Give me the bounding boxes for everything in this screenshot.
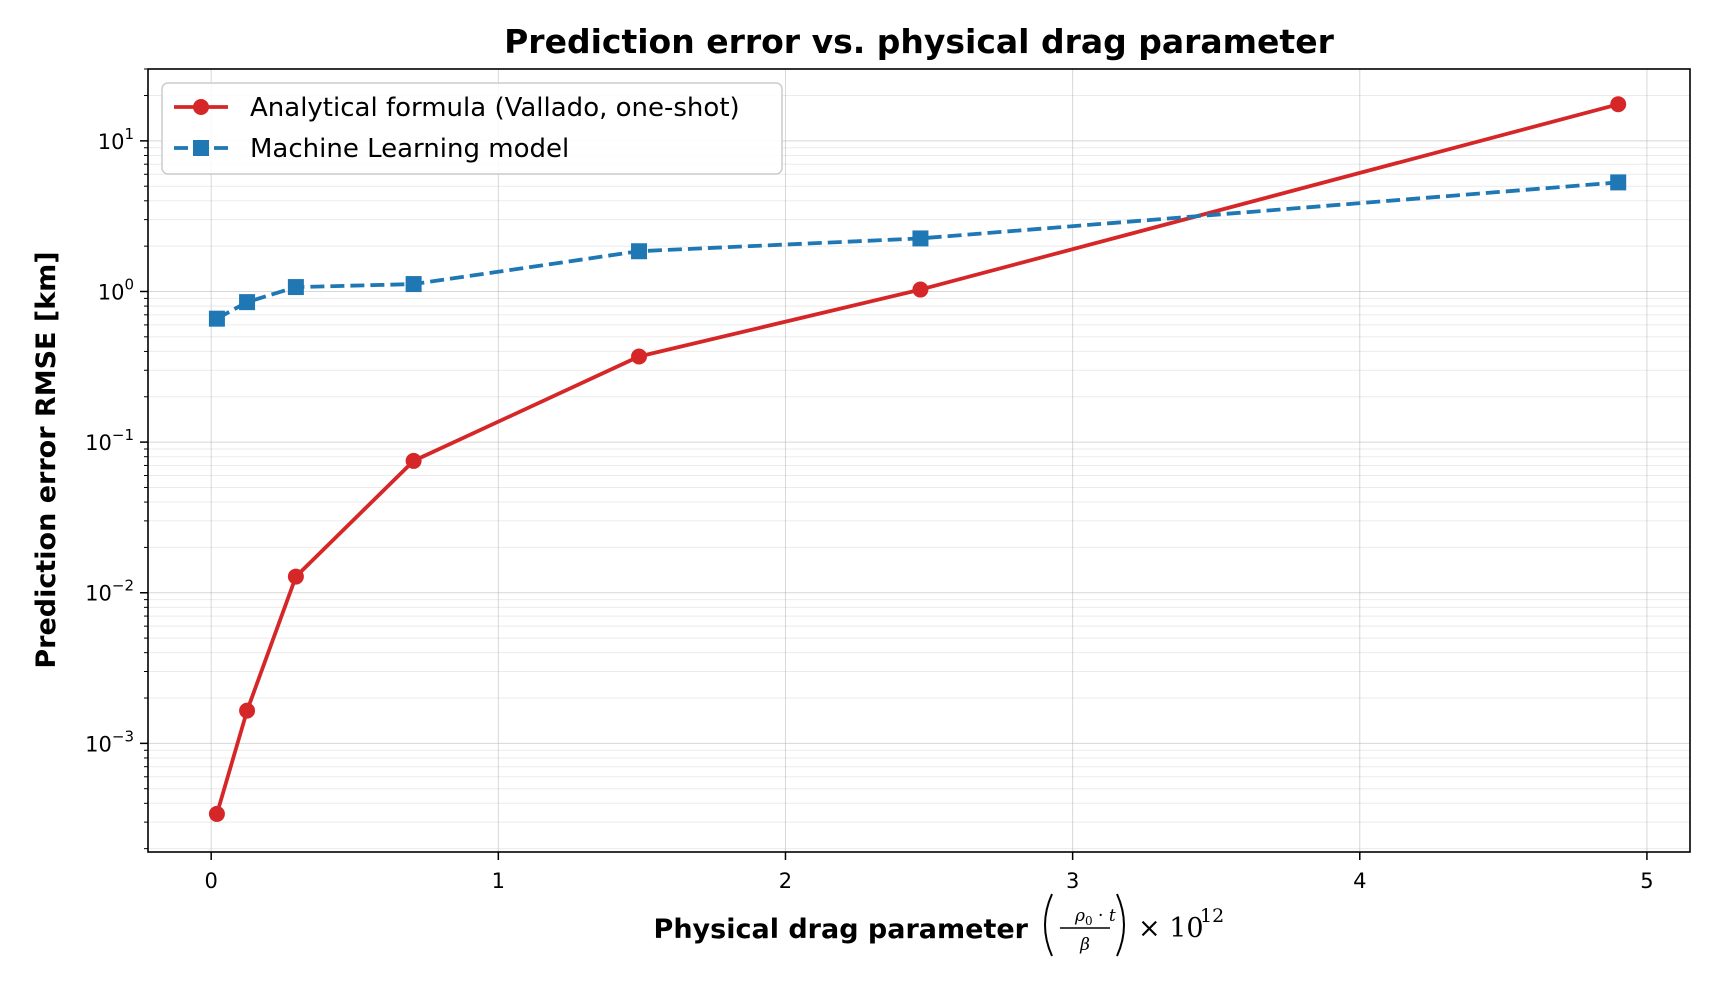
y-tick-label: 10−2 bbox=[85, 577, 134, 606]
legend-item-analytical: Analytical formula (Vallado, one-shot) bbox=[174, 93, 740, 123]
plot-frame bbox=[147, 68, 1691, 853]
legend-marker-circle bbox=[193, 99, 209, 115]
y-tick-label: 100 bbox=[98, 275, 134, 304]
chart-title: Prediction error vs. physical drag param… bbox=[504, 22, 1334, 61]
series-layer bbox=[208, 96, 1627, 822]
svg-text:ρ0 · t: ρ0 · t bbox=[1074, 906, 1116, 928]
svg-text:β: β bbox=[1079, 935, 1090, 955]
y-tick-label: 10−1 bbox=[85, 426, 134, 455]
data-point bbox=[912, 281, 929, 298]
legend-label-ml: Machine Learning model bbox=[250, 134, 569, 164]
legend: Analytical formula (Vallado, one-shot) M… bbox=[161, 82, 783, 175]
series-0 bbox=[208, 96, 1627, 822]
data-point bbox=[631, 348, 648, 365]
legend-item-ml: Machine Learning model bbox=[174, 134, 569, 164]
grid bbox=[148, 68, 1690, 852]
y-axis-label: Prediction error RMSE [km] bbox=[31, 251, 62, 668]
data-point bbox=[208, 805, 225, 822]
x-tick-label: 3 bbox=[1066, 869, 1079, 893]
data-point bbox=[239, 702, 256, 719]
data-point bbox=[912, 230, 929, 247]
svg-text:12: 12 bbox=[1200, 905, 1224, 927]
data-point bbox=[239, 294, 256, 311]
y-tick-label: 10−3 bbox=[85, 727, 134, 756]
data-point bbox=[287, 279, 304, 296]
data-point bbox=[631, 243, 648, 260]
x-axis-label-group: Physical drag parameter ρ0 · t β × 10 12 bbox=[654, 893, 1224, 957]
data-point bbox=[287, 568, 304, 585]
data-point bbox=[1610, 174, 1627, 191]
series-1 bbox=[208, 174, 1627, 327]
axis-ticks: 0 1 2 3 4 5 10−3 10−2 10−1 100 101 bbox=[85, 68, 1654, 893]
y-tick-label: 101 bbox=[98, 125, 134, 154]
x-axis-label: Physical drag parameter bbox=[654, 914, 1029, 945]
x-tick-label: 4 bbox=[1353, 869, 1366, 893]
x-tick-label: 0 bbox=[204, 869, 217, 893]
x-axis-formula: ρ0 · t β × 10 12 bbox=[1044, 893, 1224, 957]
data-point bbox=[405, 276, 422, 293]
legend-label-analytical: Analytical formula (Vallado, one-shot) bbox=[250, 93, 740, 123]
legend-box bbox=[161, 82, 783, 175]
legend-marker-square bbox=[193, 140, 209, 156]
data-point bbox=[405, 452, 422, 469]
svg-text:× 10: × 10 bbox=[1138, 913, 1204, 944]
data-point bbox=[1610, 96, 1627, 113]
data-point bbox=[208, 310, 225, 327]
x-tick-label: 1 bbox=[492, 869, 505, 893]
x-tick-label: 5 bbox=[1640, 869, 1653, 893]
x-tick-label: 2 bbox=[779, 869, 792, 893]
